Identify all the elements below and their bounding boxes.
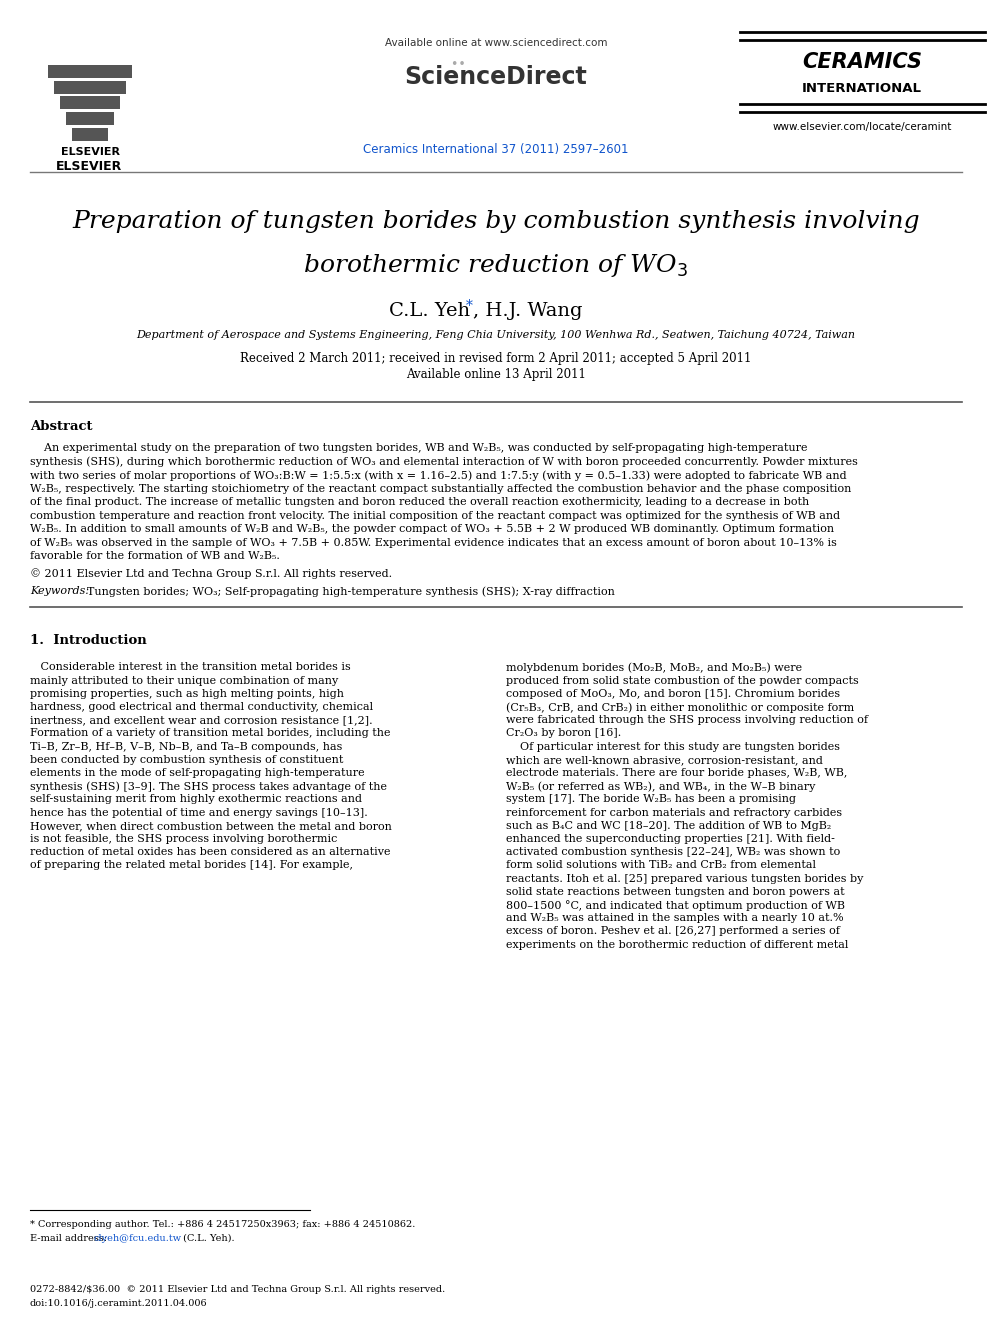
Text: E-mail address:: E-mail address: bbox=[30, 1234, 110, 1244]
Text: molybdenum borides (Mo₂B, MoB₂, and Mo₂B₅) were: molybdenum borides (Mo₂B, MoB₂, and Mo₂B… bbox=[506, 663, 803, 673]
Text: activated combustion synthesis [22–24], WB₂ was shown to: activated combustion synthesis [22–24], … bbox=[506, 847, 840, 857]
Text: synthesis (SHS), during which borothermic reduction of WO₃ and elemental interac: synthesis (SHS), during which borothermi… bbox=[30, 456, 858, 467]
Text: © 2011 Elsevier Ltd and Techna Group S.r.l. All rights reserved.: © 2011 Elsevier Ltd and Techna Group S.r… bbox=[30, 569, 392, 579]
Text: * Corresponding author. Tel.: +886 4 24517250x3963; fax: +886 4 24510862.: * Corresponding author. Tel.: +886 4 245… bbox=[30, 1220, 416, 1229]
Text: were fabricated through the SHS process involving reduction of: were fabricated through the SHS process … bbox=[506, 716, 868, 725]
Text: 0272-8842/$36.00  © 2011 Elsevier Ltd and Techna Group S.r.l. All rights reserve: 0272-8842/$36.00 © 2011 Elsevier Ltd and… bbox=[30, 1285, 445, 1294]
Text: Received 2 March 2011; received in revised form 2 April 2011; accepted 5 April 2: Received 2 March 2011; received in revis… bbox=[240, 352, 752, 365]
Text: self-sustaining merit from highly exothermic reactions and: self-sustaining merit from highly exothe… bbox=[30, 795, 362, 804]
Text: enhanced the superconducting properties [21]. With field-: enhanced the superconducting properties … bbox=[506, 833, 835, 844]
Text: Available online 13 April 2011: Available online 13 April 2011 bbox=[406, 368, 586, 381]
Text: However, when direct combustion between the metal and boron: However, when direct combustion between … bbox=[30, 820, 392, 831]
Text: such as B₄C and WC [18–20]. The addition of WB to MgB₂: such as B₄C and WC [18–20]. The addition… bbox=[506, 820, 831, 831]
Text: Considerable interest in the transition metal borides is: Considerable interest in the transition … bbox=[30, 663, 351, 672]
Bar bbox=[66, 112, 114, 124]
Text: Formation of a variety of transition metal borides, including the: Formation of a variety of transition met… bbox=[30, 729, 391, 738]
Text: experiments on the borothermic reduction of different metal: experiments on the borothermic reduction… bbox=[506, 939, 848, 950]
Text: promising properties, such as high melting points, high: promising properties, such as high melti… bbox=[30, 689, 344, 699]
Bar bbox=[72, 127, 108, 140]
Text: hence has the potential of time and energy savings [10–13].: hence has the potential of time and ener… bbox=[30, 808, 368, 818]
Text: composed of MoO₃, Mo, and boron [15]. Chromium borides: composed of MoO₃, Mo, and boron [15]. Ch… bbox=[506, 689, 840, 699]
Text: W₂B₅ (or referred as WB₂), and WB₄, in the W–B binary: W₂B₅ (or referred as WB₂), and WB₄, in t… bbox=[506, 782, 815, 792]
Text: and W₂B₅ was attained in the samples with a nearly 10 at.%: and W₂B₅ was attained in the samples wit… bbox=[506, 913, 843, 923]
Bar bbox=[54, 81, 126, 94]
Text: been conducted by combustion synthesis of constituent: been conducted by combustion synthesis o… bbox=[30, 755, 343, 765]
Text: An experimental study on the preparation of two tungsten borides, WB and W₂B₅, w: An experimental study on the preparation… bbox=[30, 443, 807, 452]
Text: reinforcement for carbon materials and refractory carbides: reinforcement for carbon materials and r… bbox=[506, 808, 842, 818]
Text: Of particular interest for this study are tungsten borides: Of particular interest for this study ar… bbox=[506, 742, 840, 751]
Bar bbox=[60, 97, 120, 110]
Text: ••: •• bbox=[450, 58, 469, 71]
Text: of preparing the related metal borides [14]. For example,: of preparing the related metal borides [… bbox=[30, 860, 353, 871]
Text: (C.L. Yeh).: (C.L. Yeh). bbox=[180, 1234, 235, 1244]
Text: mainly attributed to their unique combination of many: mainly attributed to their unique combin… bbox=[30, 676, 338, 685]
Text: hardness, good electrical and thermal conductivity, chemical: hardness, good electrical and thermal co… bbox=[30, 703, 373, 712]
Text: Ti–B, Zr–B, Hf–B, V–B, Nb–B, and Ta–B compounds, has: Ti–B, Zr–B, Hf–B, V–B, Nb–B, and Ta–B co… bbox=[30, 742, 342, 751]
Text: elements in the mode of self-propagating high-temperature: elements in the mode of self-propagating… bbox=[30, 769, 365, 778]
Text: Ceramics International 37 (2011) 2597–2601: Ceramics International 37 (2011) 2597–26… bbox=[363, 143, 629, 156]
Text: form solid solutions with TiB₂ and CrB₂ from elemental: form solid solutions with TiB₂ and CrB₂ … bbox=[506, 860, 816, 871]
Text: ScienceDirect: ScienceDirect bbox=[405, 65, 587, 89]
Text: *: * bbox=[466, 299, 473, 314]
Text: solid state reactions between tungsten and boron powers at: solid state reactions between tungsten a… bbox=[506, 886, 844, 897]
Text: ELSEVIER: ELSEVIER bbox=[56, 160, 122, 173]
Text: Department of Aerospace and Systems Engineering, Feng Chia University, 100 Wenhw: Department of Aerospace and Systems Engi… bbox=[137, 329, 855, 340]
Text: 1.  Introduction: 1. Introduction bbox=[30, 635, 147, 647]
Text: INTERNATIONAL: INTERNATIONAL bbox=[802, 82, 922, 95]
Text: clyeh@fcu.edu.tw: clyeh@fcu.edu.tw bbox=[94, 1234, 183, 1244]
Text: favorable for the formation of WB and W₂B₅.: favorable for the formation of WB and W₂… bbox=[30, 550, 280, 561]
Text: (Cr₅B₃, CrB, and CrB₂) in either monolithic or composite form: (Cr₅B₃, CrB, and CrB₂) in either monolit… bbox=[506, 703, 854, 713]
Text: electrode materials. There are four boride phases, W₂B, WB,: electrode materials. There are four bori… bbox=[506, 769, 847, 778]
Text: CERAMICS: CERAMICS bbox=[802, 52, 922, 71]
Text: of the final product. The increase of metallic tungsten and boron reduced the ov: of the final product. The increase of me… bbox=[30, 497, 809, 507]
Text: ELSEVIER: ELSEVIER bbox=[61, 147, 119, 157]
Text: reduction of metal oxides has been considered as an alternative: reduction of metal oxides has been consi… bbox=[30, 847, 391, 857]
Text: synthesis (SHS) [3–9]. The SHS process takes advantage of the: synthesis (SHS) [3–9]. The SHS process t… bbox=[30, 782, 387, 792]
Text: doi:10.1016/j.ceramint.2011.04.006: doi:10.1016/j.ceramint.2011.04.006 bbox=[30, 1299, 207, 1308]
Text: excess of boron. Peshev et al. [26,27] performed a series of: excess of boron. Peshev et al. [26,27] p… bbox=[506, 926, 840, 937]
Text: system [17]. The boride W₂B₅ has been a promising: system [17]. The boride W₂B₅ has been a … bbox=[506, 795, 796, 804]
Text: Cr₂O₃ by boron [16].: Cr₂O₃ by boron [16]. bbox=[506, 729, 621, 738]
Text: produced from solid state combustion of the powder compacts: produced from solid state combustion of … bbox=[506, 676, 859, 685]
Text: W₂B₅. In addition to small amounts of W₂B and W₂B₅, the powder compact of WO₃ + : W₂B₅. In addition to small amounts of W₂… bbox=[30, 524, 834, 534]
Text: inertness, and excellent wear and corrosion resistance [1,2].: inertness, and excellent wear and corros… bbox=[30, 716, 373, 725]
Text: , H.J. Wang: , H.J. Wang bbox=[473, 302, 582, 320]
Text: which are well-known abrasive, corrosion-resistant, and: which are well-known abrasive, corrosion… bbox=[506, 755, 823, 765]
Text: borothermic reduction of WO$_3$: borothermic reduction of WO$_3$ bbox=[304, 251, 688, 279]
Text: Keywords:: Keywords: bbox=[30, 586, 89, 597]
Text: of W₂B₅ was observed in the sample of WO₃ + 7.5B + 0.85W. Experimental evidence : of W₂B₅ was observed in the sample of WO… bbox=[30, 537, 837, 548]
Text: C.L. Yeh: C.L. Yeh bbox=[390, 302, 470, 320]
Text: is not feasible, the SHS process involving borothermic: is not feasible, the SHS process involvi… bbox=[30, 833, 337, 844]
Text: W₂B₅, respectively. The starting stoichiometry of the reactant compact substanti: W₂B₅, respectively. The starting stoichi… bbox=[30, 483, 851, 493]
Bar bbox=[48, 65, 132, 78]
Text: Available online at www.sciencedirect.com: Available online at www.sciencedirect.co… bbox=[385, 38, 607, 48]
Text: reactants. Itoh et al. [25] prepared various tungsten borides by: reactants. Itoh et al. [25] prepared var… bbox=[506, 873, 863, 884]
Text: 800–1500 °C, and indicated that optimum production of WB: 800–1500 °C, and indicated that optimum … bbox=[506, 900, 845, 912]
Text: combustion temperature and reaction front velocity. The initial composition of t: combustion temperature and reaction fron… bbox=[30, 511, 840, 520]
Text: Tungsten borides; WO₃; Self-propagating high-temperature synthesis (SHS); X-ray : Tungsten borides; WO₃; Self-propagating … bbox=[80, 586, 615, 597]
Text: Abstract: Abstract bbox=[30, 419, 92, 433]
Text: Preparation of tungsten borides by combustion synthesis involving: Preparation of tungsten borides by combu… bbox=[72, 210, 920, 233]
Text: with two series of molar proportions of WO₃:B:W = 1:5.5:x (with x = 1.16–2.5) an: with two series of molar proportions of … bbox=[30, 470, 846, 480]
Text: www.elsevier.com/locate/ceramint: www.elsevier.com/locate/ceramint bbox=[773, 122, 951, 132]
